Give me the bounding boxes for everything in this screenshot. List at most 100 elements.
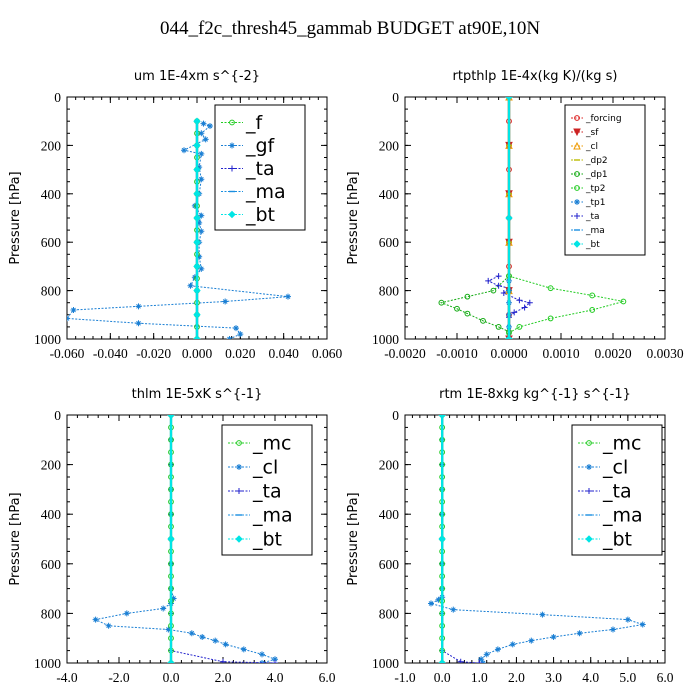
x-tick-label: 1.0 [471,670,488,685]
legend-label: _mc [602,433,641,455]
data-point-gf [198,265,205,272]
data-point-cl [222,641,229,648]
series-line-dp1 [439,275,510,333]
x-tick-label: 2.0 [508,670,525,685]
legend-label: _ma [602,505,643,527]
figure-title: 044_f2c_thresh45_gammab BUDGET at90E,10N [159,18,541,39]
legend-marker [228,210,236,219]
x-tick-label: 4.0 [267,670,284,685]
x-tick-label: 0.0000 [490,346,527,361]
x-tick-label: -1.0 [394,670,416,685]
y-tick-label: 1000 [372,656,399,671]
data-point-gf [233,325,239,332]
legend-label: _bt [602,529,632,551]
data-point-cl [188,630,195,637]
data-point-ta [495,282,502,289]
x-tick-label: 0.0030 [646,346,683,361]
x-tick-label: 0.0 [163,670,180,685]
data-point-ta [457,658,464,663]
legend-marker [586,464,592,470]
data-point-cl [428,600,434,607]
data-point-ta [476,660,483,663]
data-point-tp2 [547,315,554,322]
data-point-gf [198,150,205,157]
data-point-gf [200,120,207,127]
data-point-bt [193,117,201,125]
data-point-gf [196,219,203,226]
series-line-ta [441,415,480,663]
data-point-gf [67,315,70,322]
legend-marker [574,199,580,205]
legend-box [571,424,663,556]
data-point-bt [438,659,446,663]
data-point-ta [526,299,533,306]
x-tick-label: 6.0 [657,670,674,685]
legend-label: _f [245,112,264,134]
legend-marker [586,440,592,446]
data-point-gf [70,306,77,313]
series-group [92,415,278,663]
legend-marker [236,464,242,470]
y-tick-label: 800 [41,606,62,621]
y-tick-label: 200 [379,138,400,153]
panel-title: thlm 1E-5xK s^{-1} [132,387,263,402]
data-point-gf [202,136,209,143]
data-point-cl [212,637,219,644]
x-tick-label: 0.0020 [594,346,631,361]
data-point-bt [193,262,201,271]
legend-label: _bt [245,204,275,226]
legend-label: _tp1 [585,198,605,208]
data-point-bt [505,97,513,101]
legend-marker [574,185,580,191]
data-point-gf [198,228,205,235]
y-tick-label: 400 [41,507,62,522]
data-point-dp1 [495,324,502,330]
y-tick-label: 0 [54,408,61,423]
legend-label: _ma [245,181,286,203]
data-point-cl [610,626,616,633]
chart-panel-1: um 1E-4xm s^{-2} Pressure [hPa] -0.060 -0.0… [8,69,342,361]
data-point-gf [196,253,203,260]
y-tick-label: 800 [41,284,62,299]
y-tick-label: 1000 [34,656,61,671]
data-point-dp1 [490,287,497,294]
legend-label: _ma [252,505,293,527]
data-point-cl [576,630,583,637]
legend-label: _gf [245,135,276,157]
data-point-gf [187,282,194,289]
series-group [67,117,291,339]
y-tick-label: 1000 [34,332,61,347]
data-point-dp1 [464,310,471,317]
legend-label: _dp2 [585,156,608,166]
data-point-cl [494,646,501,653]
legend-label: _forcing [585,114,622,124]
data-point-bt [167,415,175,419]
data-point-bt [167,659,175,663]
data-point-ta [485,277,492,284]
data-point-bt [193,335,201,339]
y-axis-label: Pressure [hPa] [8,492,23,585]
data-point-cl [435,596,442,603]
y-tick-label: 600 [41,557,62,572]
data-point-cl [539,611,546,618]
x-tick-label: 5.0 [619,670,636,685]
panel-title: rtpthlp 1E-4x(kg K)/(kg s) [453,69,618,84]
legend-label: _dp1 [585,170,608,180]
series-line-ta [487,275,531,318]
data-point-bt [193,286,201,295]
data-point-cl [272,656,278,663]
x-tick-label: -0.040 [93,346,128,361]
legend-marker [236,488,242,494]
y-axis-label: Pressure [hPa] [346,492,361,585]
data-point-cl [92,616,99,623]
x-tick-label: -4.0 [56,670,78,685]
legend-box [221,424,313,556]
data-point-bt [193,214,201,222]
data-point-bt [438,535,446,543]
data-point-tp2 [589,292,596,299]
x-tick-label: 0.0010 [542,346,579,361]
chart-panel-3: thlm 1E-5xK s^{-1} Pressure [hPa] -4.0 -2.0… [8,387,336,685]
y-tick-label: 0 [54,90,61,105]
data-point-tp2 [620,298,627,305]
